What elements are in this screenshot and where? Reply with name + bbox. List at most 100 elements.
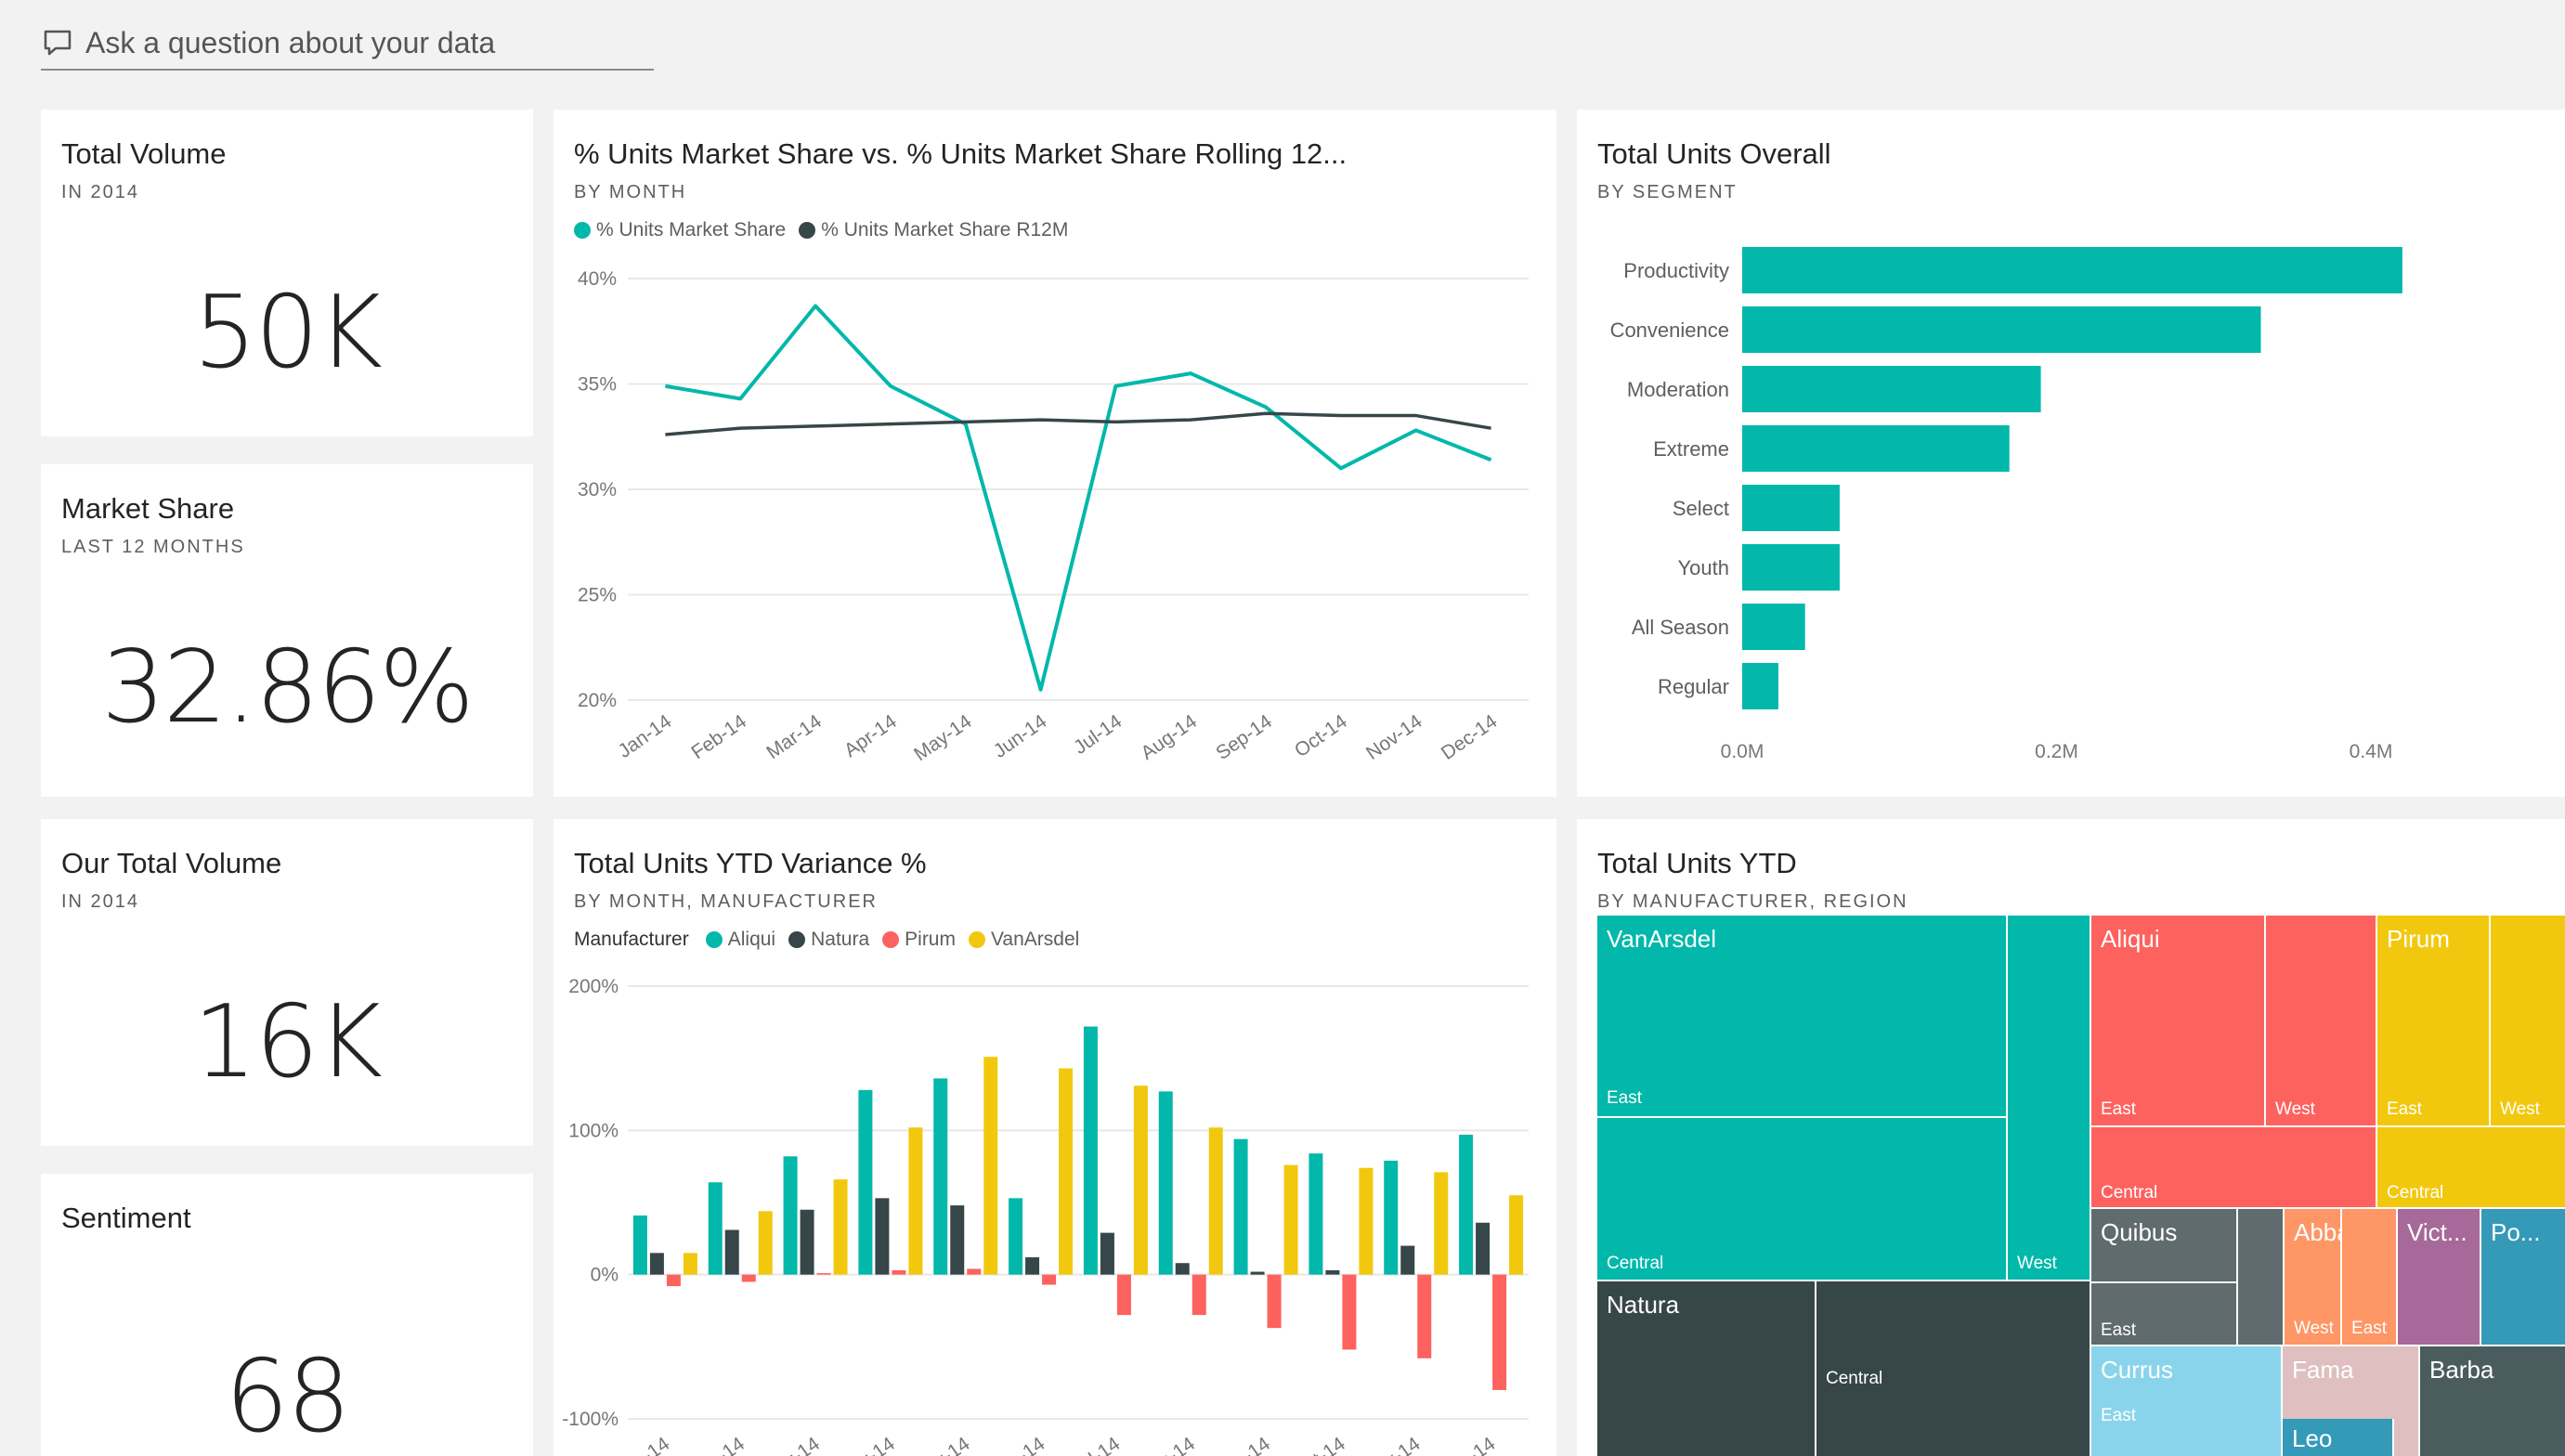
treemap-group-label: Quibus (2101, 1218, 2178, 1246)
legend-dot (882, 931, 900, 948)
legend-dot (799, 222, 816, 239)
column-chart-tile[interactable]: Total Units YTD Variance % BY MONTH, MAN… (553, 819, 1556, 1456)
legend-label: VanArsdel (990, 929, 1080, 950)
column-bar (1175, 1263, 1190, 1275)
column-bar (683, 1253, 697, 1275)
x-tick-label: 0.2M (2035, 741, 2078, 762)
qna-bar[interactable] (41, 17, 654, 71)
y-tick-label: 0% (591, 1265, 618, 1286)
bar-chart-tile[interactable]: Total Units Overall BY SEGMENT Productiv… (1577, 110, 2565, 797)
column-bar (858, 1089, 873, 1275)
legend-dot (705, 931, 723, 948)
column-bar (741, 1274, 756, 1282)
treemap-cell-natura-central[interactable]: Central (1816, 1281, 2091, 1456)
treemap-region-label: East (2351, 1319, 2388, 1338)
column-bar (816, 1273, 831, 1275)
x-tick-label: Aug-14 (1135, 1433, 1199, 1456)
column-bar (1400, 1245, 1415, 1275)
treemap-cell-leo[interactable]: Leo (2283, 1419, 2394, 1456)
card-our-total-volume[interactable]: Our Total Volume IN 2014 16K (41, 819, 533, 1146)
x-tick-label: Aug-14 (1137, 710, 1201, 764)
treemap-group-label: Po... (2491, 1218, 2541, 1246)
column-bar (1025, 1257, 1040, 1275)
treemap-cell-vanarsdel-west[interactable]: West (2008, 916, 2091, 1281)
column-bar (908, 1127, 923, 1275)
column-bar (708, 1182, 723, 1275)
column-bar (649, 1253, 664, 1275)
x-tick-label: Nov-14 (1361, 1433, 1425, 1456)
column-bar (1116, 1274, 1131, 1316)
treemap-cell-pirum-central[interactable]: Central (2377, 1127, 2565, 1209)
column-bar (950, 1205, 965, 1275)
treemap-group-label: Pirum (2387, 925, 2450, 953)
card-total-volume[interactable]: Total Volume IN 2014 50K (41, 110, 533, 436)
column-bar (933, 1078, 948, 1275)
legend-dot (574, 222, 591, 239)
tile-subtitle: IN 2014 (61, 891, 140, 912)
x-tick-label: Oct-14 (1289, 1433, 1349, 1456)
tile-title: Our Total Volume (61, 847, 282, 879)
treemap-region-label: Central (2387, 1183, 2444, 1202)
tile-subtitle: LAST 12 MONTHS (61, 537, 245, 557)
bar (1742, 366, 2041, 412)
x-tick-label: Jun-14 (988, 1433, 1049, 1456)
treemap-cell-pirum-east[interactable]: Pirum East (2377, 916, 2491, 1127)
category-label: Moderation (1627, 378, 1729, 401)
column-bar (1100, 1232, 1114, 1275)
treemap-cell-aliqui-central[interactable]: Central (2091, 1127, 2377, 1209)
treemap: VanArsdel East Central West Aliqui East … (1597, 916, 2565, 1456)
treemap-cell-po[interactable]: Po... (2481, 1209, 2565, 1346)
treemap-region-label: Central (1607, 1254, 1664, 1273)
card-sentiment[interactable]: Sentiment 68 (41, 1174, 533, 1456)
legend-label: Pirum (905, 929, 956, 950)
category-label: Select (1673, 497, 1729, 520)
column-bar (1191, 1274, 1206, 1316)
card-market-share[interactable]: Market Share LAST 12 MONTHS 32.86% (41, 464, 533, 797)
treemap-region-label: Central (2101, 1183, 2158, 1202)
treemap-region-label: East (2101, 1099, 2137, 1119)
x-tick-label: Jun-14 (990, 710, 1051, 762)
column-bar (1434, 1172, 1449, 1275)
category-label: Productivity (1623, 259, 1729, 282)
treemap-tile[interactable]: Total Units YTD BY MANUFACTURER, REGION … (1577, 819, 2565, 1456)
qna-input[interactable] (85, 25, 643, 60)
line-chart-tile[interactable]: % Units Market Share vs. % Units Market … (553, 110, 1556, 797)
treemap-group-label: Barba (2429, 1356, 2494, 1384)
chat-bubble-icon (44, 30, 72, 56)
treemap-cell-abbas-west[interactable]: Abbas West (2285, 1209, 2342, 1346)
treemap-group-label: Natura (1607, 1291, 1680, 1319)
treemap-cell-quibus-east[interactable]: East (2091, 1283, 2238, 1346)
treemap-cell-pirum-west[interactable]: West (2491, 916, 2565, 1127)
x-tick-label: Jul-14 (1070, 710, 1126, 759)
line-legend: % Units Market Share % Units Market Shar… (574, 219, 1068, 241)
treemap-cell-barba[interactable]: Barba (2420, 1346, 2565, 1456)
legend-label: Natura (811, 929, 870, 950)
column-bar (1059, 1068, 1074, 1275)
x-tick-label: May-14 (910, 710, 976, 765)
treemap-cell-vanarsdel-east[interactable]: VanArsdel East (1597, 916, 2008, 1118)
treemap-cell-currus[interactable]: Currus East (2091, 1346, 2283, 1456)
treemap-cell-vict[interactable]: Vict... (2398, 1209, 2481, 1346)
series-line (665, 304, 1492, 692)
tile-title: Total Units Overall (1597, 137, 1831, 170)
column-bar (1208, 1127, 1223, 1275)
column-bar (1042, 1274, 1057, 1285)
treemap-cell-vanarsdel-central[interactable]: Central (1597, 1118, 2008, 1281)
x-tick-label: Dec-14 (1436, 1433, 1500, 1456)
treemap-group-label: Abbas (2294, 1218, 2340, 1246)
column-bar (1384, 1160, 1399, 1275)
treemap-group-label: Leo (2292, 1424, 2333, 1452)
treemap-cell-quibus-b[interactable] (2238, 1209, 2285, 1346)
x-tick-label: Nov-14 (1362, 710, 1426, 764)
treemap-cell-natura-a[interactable]: Natura (1597, 1281, 1816, 1456)
treemap-region-label: West (2017, 1254, 2057, 1273)
treemap-cell-aliqui-east[interactable]: Aliqui East (2091, 916, 2266, 1127)
bar (1742, 306, 2261, 353)
bar (1742, 544, 1840, 591)
treemap-cell-aliqui-west[interactable]: West (2266, 916, 2377, 1127)
column-bar (783, 1156, 798, 1275)
column-bar (1133, 1086, 1148, 1275)
treemap-cell-abbas-east[interactable]: East (2342, 1209, 2398, 1346)
treemap-cell-quibus-a[interactable]: Quibus (2091, 1209, 2238, 1283)
x-tick-label: Apr-14 (839, 1433, 899, 1456)
